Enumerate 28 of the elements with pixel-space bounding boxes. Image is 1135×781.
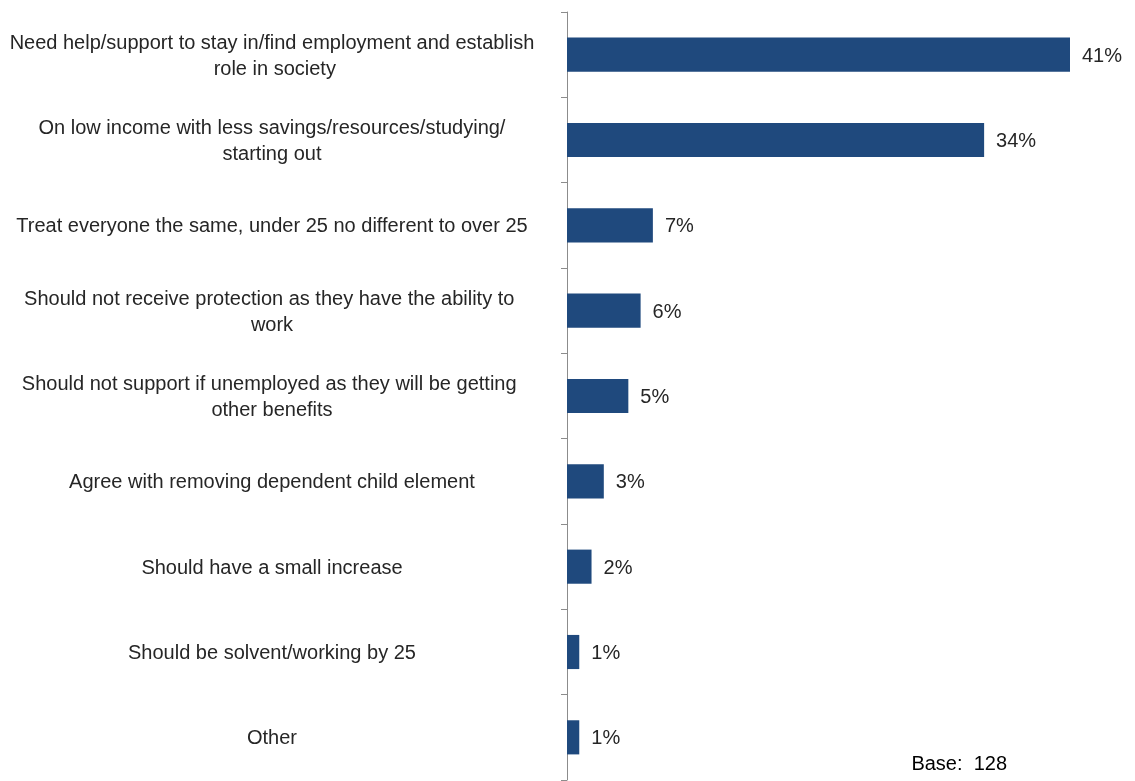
data-label: 41% xyxy=(1082,43,1123,66)
bar xyxy=(567,293,641,328)
annotation: Base: 128 xyxy=(911,752,1007,774)
data-label: 2% xyxy=(603,555,633,578)
data-label: 1% xyxy=(591,641,621,663)
y-tick-label: Agree with removing dependent child element xyxy=(69,470,476,493)
data-label: 3% xyxy=(615,470,645,493)
y-tick-label: Other xyxy=(246,726,298,749)
y-tick-label: Should not receive protection as they have the ability to work xyxy=(24,286,520,335)
bar xyxy=(567,378,629,414)
data-label: 6% xyxy=(652,299,682,322)
bar xyxy=(567,122,985,158)
bar xyxy=(567,37,1070,72)
bar xyxy=(567,720,580,755)
data-label: 5% xyxy=(640,385,670,407)
y-tick-label: Should not support if unemployed as they will be getting other benefits xyxy=(21,372,523,420)
bar xyxy=(567,634,580,670)
bar xyxy=(567,208,653,243)
y-tick-label: Treat everyone the same, under 25 no different to over 25 xyxy=(16,214,528,237)
data-label: 34% xyxy=(996,129,1037,151)
y-tick-label: Should have a small increase xyxy=(141,555,403,578)
data-label: 7% xyxy=(664,214,694,237)
bar xyxy=(567,549,592,584)
data-label: 1% xyxy=(591,726,621,749)
bar xyxy=(567,464,604,499)
y-tick-label: On low income with less savings/resources/studying/starting out xyxy=(38,116,506,164)
y-tick-label: Should be solvent/working by 25 xyxy=(128,641,416,663)
y-tick-label: Need help/support to stay in/find employment and establish role in society xyxy=(9,30,535,79)
